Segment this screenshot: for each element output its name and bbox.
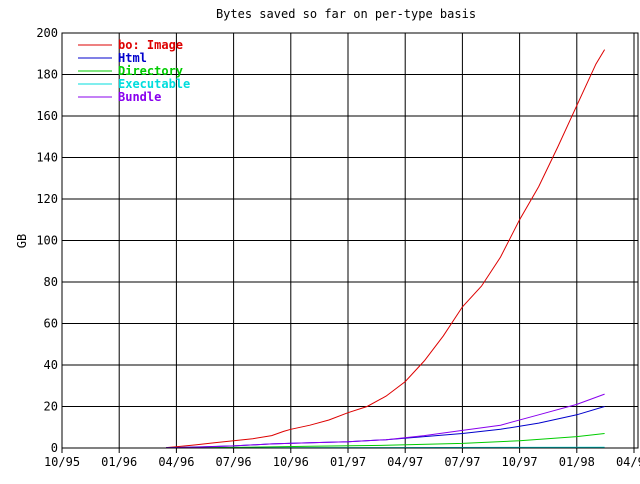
legend-label: Bundle	[118, 90, 161, 104]
x-tick-label: 07/97	[444, 455, 480, 469]
y-tick-label: 0	[51, 441, 58, 455]
y-tick-label: 160	[36, 109, 58, 123]
y-tick-label: 80	[44, 275, 58, 289]
x-tick-label: 10/97	[502, 455, 538, 469]
series-line-0	[166, 49, 606, 449]
y-tick-label: 20	[44, 400, 58, 414]
x-axis: 10/95 01/96 04/96 07/96 10/96 01/97 04/97 07/97…	[44, 448, 640, 469]
x-tick-label: 07/96	[216, 455, 252, 469]
x-tick-label: 01/98	[559, 455, 595, 469]
y-tick-label: 140	[36, 151, 58, 165]
x-tick-label: 04/97	[387, 455, 423, 469]
y-tick-label: 180	[36, 68, 58, 82]
y-axis-label: GB	[15, 234, 29, 248]
legend-label: bo: Image	[118, 38, 183, 52]
plot-frame	[61, 32, 639, 449]
legend-label: Directory	[118, 64, 183, 78]
y-tick-label: 60	[44, 317, 58, 331]
chart-title: Bytes saved so far on per-type basis	[216, 7, 476, 21]
x-tick-label: 10/95	[44, 455, 80, 469]
x-tick-label: 04/96	[158, 455, 194, 469]
y-tick-label: 100	[36, 234, 58, 248]
x-tick-label: 10/96	[273, 455, 309, 469]
series-line-2	[166, 433, 605, 449]
y-tick-label: 40	[44, 358, 58, 372]
y-axis: 0 20 40 60 80 100 120 140 160 180 200	[36, 26, 58, 455]
legend-label: Executable	[118, 77, 190, 91]
legend-label: Html	[118, 51, 147, 65]
x-tick-label: 01/97	[330, 455, 366, 469]
series-line-4	[166, 393, 605, 449]
x-tick-label: 04/98	[616, 455, 640, 469]
x-tick-label: 01/96	[101, 455, 137, 469]
y-tick-label: 200	[36, 26, 58, 40]
y-tick-label: 120	[36, 192, 58, 206]
